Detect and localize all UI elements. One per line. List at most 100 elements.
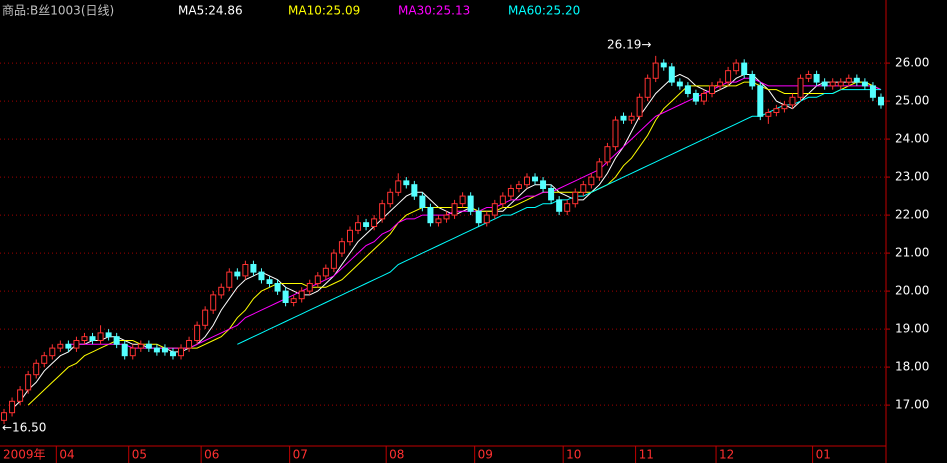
candle-body <box>556 199 563 212</box>
candle-body <box>829 81 836 87</box>
candle-body <box>49 347 56 357</box>
y-tick-label: 22.00 <box>895 208 929 222</box>
ma-line <box>68 77 882 349</box>
candle-body <box>877 96 884 106</box>
x-tick-label: 06 <box>204 448 219 462</box>
y-tick-label: 26.00 <box>895 56 929 70</box>
candle-body <box>226 271 233 288</box>
candle-body <box>813 73 820 83</box>
candle-body <box>540 180 547 189</box>
candle-body <box>821 81 828 87</box>
candle-body <box>523 176 530 186</box>
candle-body <box>532 176 539 182</box>
candle-body <box>435 218 442 224</box>
candle-body <box>258 271 265 281</box>
max-annotation: 26.19→ <box>607 38 651 52</box>
chart-title: 商品:B丝1003(日线) <box>2 3 114 18</box>
candle-body <box>202 309 209 326</box>
candle-body <box>861 81 868 87</box>
candle-body <box>725 70 732 83</box>
candle-body <box>218 286 225 296</box>
candle-body <box>137 343 144 349</box>
min-annotation: ←16.50 <box>2 421 46 435</box>
candle-body <box>620 115 627 121</box>
y-tick-label: 23.00 <box>895 170 929 184</box>
x-tick-label: 07 <box>293 448 308 462</box>
candle-body <box>1 412 8 421</box>
legend-entry: MA60:25.20 <box>508 4 580 18</box>
candle-body <box>387 191 394 205</box>
candle-body <box>580 184 587 193</box>
x-tick-label: 01 <box>816 448 831 462</box>
candle-body <box>186 339 193 349</box>
x-tick-label: 12 <box>719 448 734 462</box>
candle-body <box>467 195 474 212</box>
candle-body <box>765 111 772 117</box>
candle-body <box>741 62 748 75</box>
y-tick-label: 17.00 <box>895 398 929 412</box>
candle-body <box>588 176 595 186</box>
candle-body <box>475 210 482 224</box>
y-tick-label: 19.00 <box>895 322 929 336</box>
candle-body <box>684 85 691 94</box>
candle-body <box>346 229 353 243</box>
candle-body <box>692 92 699 102</box>
candle-body <box>548 187 555 201</box>
candle-body <box>266 279 273 284</box>
candle-body <box>499 195 506 205</box>
candle-body <box>459 195 466 205</box>
candle-body <box>628 115 635 121</box>
y-tick-label: 20.00 <box>895 284 929 298</box>
candle-body <box>113 336 120 345</box>
candle-body <box>853 77 860 83</box>
candle-body <box>564 203 571 212</box>
candle-body <box>161 347 168 353</box>
candle-body <box>73 339 80 349</box>
x-tick-label: 2009年 <box>3 448 46 462</box>
candle-body <box>652 62 659 79</box>
candle-body <box>169 351 176 357</box>
candle-body <box>298 290 305 300</box>
x-tick-label: 11 <box>639 448 654 462</box>
legend-entry: MA10:25.09 <box>288 4 360 18</box>
candle-body <box>322 267 329 277</box>
candle-body <box>845 77 852 83</box>
legend-entry: MA30:25.13 <box>398 4 470 18</box>
candle-body <box>274 282 281 292</box>
x-tick-label: 08 <box>389 448 404 462</box>
x-tick-label: 05 <box>132 448 147 462</box>
candle-body <box>443 214 450 220</box>
candle-body <box>757 85 764 117</box>
x-tick-label: 09 <box>478 448 493 462</box>
candle-body <box>153 347 160 353</box>
candle-body <box>403 180 410 186</box>
candle-body <box>129 347 136 357</box>
candle-body <box>121 343 128 357</box>
candle-body <box>411 184 418 197</box>
candle-body <box>282 290 289 303</box>
y-tick-label: 18.00 <box>895 360 929 374</box>
candle-body <box>25 374 32 391</box>
candle-body <box>797 77 804 98</box>
candle-body <box>338 241 345 254</box>
candle-body <box>41 355 48 364</box>
candle-body <box>33 362 40 376</box>
candle-body <box>805 73 812 79</box>
candle-body <box>612 119 619 148</box>
candle-body <box>65 343 72 349</box>
candle-body <box>210 294 217 311</box>
candle-body <box>604 146 611 163</box>
candle-body <box>145 343 152 349</box>
candle-body <box>419 195 426 208</box>
candle-body <box>178 347 185 357</box>
candle-body <box>596 161 603 178</box>
candle-body <box>789 96 796 106</box>
candle-body <box>306 282 313 292</box>
candle-body <box>636 96 643 117</box>
candle-body <box>395 180 402 193</box>
candle-body <box>507 187 514 197</box>
y-tick-label: 25.00 <box>895 94 929 108</box>
